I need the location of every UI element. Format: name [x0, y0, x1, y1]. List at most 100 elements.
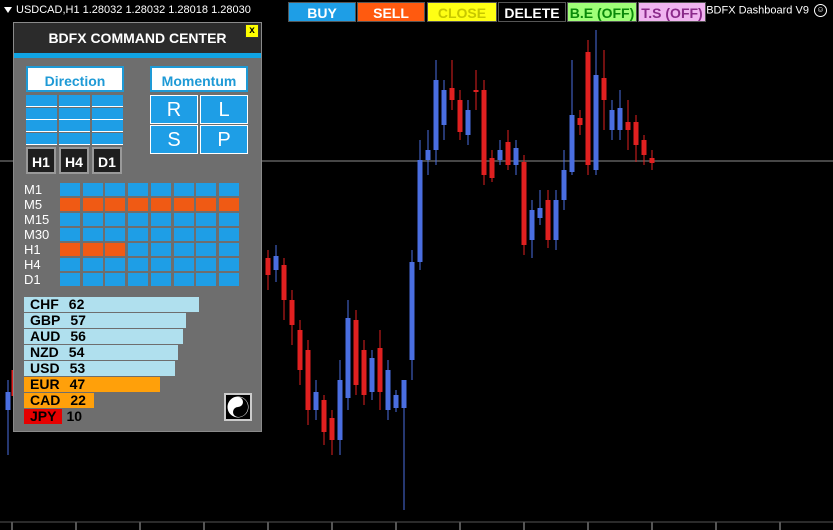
direction-cell — [26, 132, 57, 145]
candle-body — [633, 122, 639, 145]
currency-strength-bar: AUD 56 — [24, 328, 184, 344]
matrix-cell — [173, 228, 194, 241]
matrix-row-label: M15 — [24, 212, 50, 227]
candle-body — [273, 256, 279, 270]
matrix-cell — [82, 213, 103, 226]
matrix-cell — [196, 213, 217, 226]
momentum-button[interactable]: Momentum — [150, 66, 248, 92]
candle-body — [297, 330, 303, 370]
matrix-cell — [82, 228, 103, 241]
momentum-r-button[interactable]: R — [150, 95, 198, 124]
currency-strength-bar: CAD 22 — [24, 393, 94, 408]
t-s-off-button[interactable]: T.S (OFF) — [638, 2, 706, 22]
candle-body — [377, 348, 383, 392]
candle-body — [369, 358, 375, 392]
matrix-cell — [196, 258, 217, 271]
candle-body — [473, 90, 479, 92]
tf-d1-button[interactable]: D1 — [92, 147, 122, 174]
candle-body — [625, 122, 631, 130]
momentum-s-button[interactable]: S — [150, 125, 198, 154]
direction-cell — [26, 107, 57, 120]
candle-body — [361, 350, 367, 395]
candle-body — [433, 80, 439, 150]
matrix-row-label: H1 — [24, 242, 41, 257]
momentum-p-button[interactable]: P — [200, 125, 248, 154]
candle-body — [513, 148, 519, 165]
momentum-l-button[interactable]: L — [200, 95, 248, 124]
candle-body — [425, 150, 431, 160]
delete-button[interactable]: DELETE — [498, 2, 566, 22]
currency-name: EUR — [30, 376, 60, 392]
candle-body — [305, 350, 311, 410]
matrix-cell — [105, 183, 126, 196]
candle-body — [505, 142, 511, 165]
buy-button[interactable]: BUY — [288, 2, 356, 22]
currency-value: 10 — [66, 408, 83, 424]
tf-h1-button[interactable]: H1 — [26, 147, 56, 174]
matrix-cell — [196, 228, 217, 241]
matrix-cell — [60, 258, 80, 271]
matrix-cell — [173, 273, 194, 286]
candle-body — [545, 200, 551, 240]
direction-cell — [92, 120, 123, 132]
matrix-cell — [218, 243, 239, 256]
direction-cell — [59, 120, 90, 132]
b-e-off-button[interactable]: B.E (OFF) — [567, 2, 637, 22]
candle-body — [329, 418, 335, 440]
close-button[interactable]: CLOSE — [427, 2, 497, 22]
matrix-cell — [105, 243, 126, 256]
matrix-cell — [60, 228, 80, 241]
currency-strength-bar: USD 53 — [24, 360, 176, 376]
close-icon[interactable]: x — [245, 24, 259, 38]
sell-button[interactable]: SELL — [357, 2, 425, 22]
matrix-cell — [60, 273, 80, 286]
direction-cell — [92, 132, 123, 145]
currency-name: USD — [30, 360, 60, 376]
matrix-cell — [128, 183, 149, 196]
matrix-cell — [60, 198, 80, 211]
currency-value: 57 — [70, 312, 86, 328]
candle-body — [561, 170, 567, 200]
currency-value: 62 — [68, 296, 85, 312]
candle-body — [641, 140, 647, 155]
matrix-cell — [150, 243, 171, 256]
candle-body — [497, 150, 503, 160]
matrix-row-label: M1 — [24, 182, 43, 197]
matrix-cell — [82, 183, 103, 196]
direction-cell — [59, 107, 90, 120]
direction-cell — [59, 95, 90, 107]
currency-name: CAD — [30, 392, 61, 408]
matrix-row-label: M5 — [24, 197, 43, 212]
candle-body — [569, 115, 575, 172]
matrix-row-label: H4 — [24, 257, 41, 272]
candle-body — [617, 108, 623, 130]
matrix-cell — [218, 228, 239, 241]
matrix-cell — [173, 213, 194, 226]
matrix-cell — [82, 243, 103, 256]
candle-body — [265, 258, 271, 275]
matrix-cell — [150, 273, 171, 286]
matrix-cell — [218, 258, 239, 271]
candle-body — [593, 75, 599, 170]
currency-value: 53 — [69, 360, 86, 376]
candle-body — [529, 210, 535, 240]
candle-body — [601, 78, 607, 100]
tf-h4-button[interactable]: H4 — [59, 147, 89, 174]
candle-body — [321, 400, 327, 432]
dashboard-title: BDFX Dashboard V9 ☺ — [706, 4, 827, 17]
matrix-cell — [150, 213, 171, 226]
matrix-cell — [128, 243, 149, 256]
candle-body — [417, 160, 423, 262]
matrix-row-label: D1 — [24, 272, 41, 287]
currency-name: AUD — [30, 328, 61, 344]
direction-cell — [59, 132, 90, 145]
direction-button[interactable]: Direction — [26, 66, 124, 92]
dashboard-title-text: BDFX Dashboard V9 — [706, 4, 809, 17]
matrix-cell — [173, 183, 194, 196]
yin-yang-icon[interactable] — [224, 393, 252, 421]
matrix-cell — [60, 243, 80, 256]
matrix-cell — [60, 183, 80, 196]
matrix-cell — [196, 273, 217, 286]
candle-body — [313, 392, 319, 410]
matrix-cell — [128, 198, 149, 211]
